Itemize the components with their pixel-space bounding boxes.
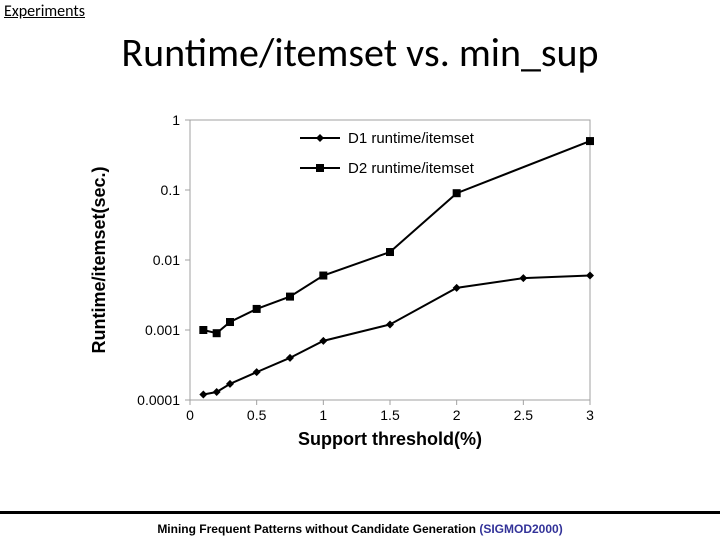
svg-text:0.1: 0.1 (161, 182, 181, 198)
svg-text:1: 1 (172, 112, 180, 128)
svg-text:2.5: 2.5 (514, 407, 534, 423)
svg-text:0.01: 0.01 (153, 252, 180, 268)
section-label: Experiments (4, 2, 85, 21)
footer-text: Mining Frequent Patterns without Candida… (0, 522, 720, 536)
svg-text:Support threshold(%): Support threshold(%) (298, 429, 482, 449)
svg-text:0.5: 0.5 (247, 407, 267, 423)
svg-text:2: 2 (453, 407, 461, 423)
chart-container: 1 0.1 0.01 0.001 0.0001 0 0.5 1 1.5 2 2.5 3 Support … (70, 110, 630, 470)
footer-main: Mining Frequent Patterns without Candida… (157, 522, 479, 536)
svg-text:Runtime/itemset(sec.): Runtime/itemset(sec.) (89, 166, 109, 353)
footer-venue: (SIGMOD2000) (479, 522, 562, 536)
svg-text:0: 0 (186, 407, 194, 423)
svg-text:1: 1 (319, 407, 327, 423)
svg-text:0.0001: 0.0001 (137, 392, 180, 408)
slide-title: Runtime/itemset vs. min_sup (0, 28, 720, 77)
svg-text:0.001: 0.001 (145, 322, 180, 338)
svg-text:D2 runtime/itemset: D2 runtime/itemset (348, 160, 475, 177)
svg-text:D1 runtime/itemset: D1 runtime/itemset (348, 130, 475, 147)
chart-svg: 1 0.1 0.01 0.001 0.0001 0 0.5 1 1.5 2 2.5 3 Support … (70, 110, 630, 470)
svg-text:1.5: 1.5 (380, 407, 400, 423)
svg-text:3: 3 (586, 407, 594, 423)
